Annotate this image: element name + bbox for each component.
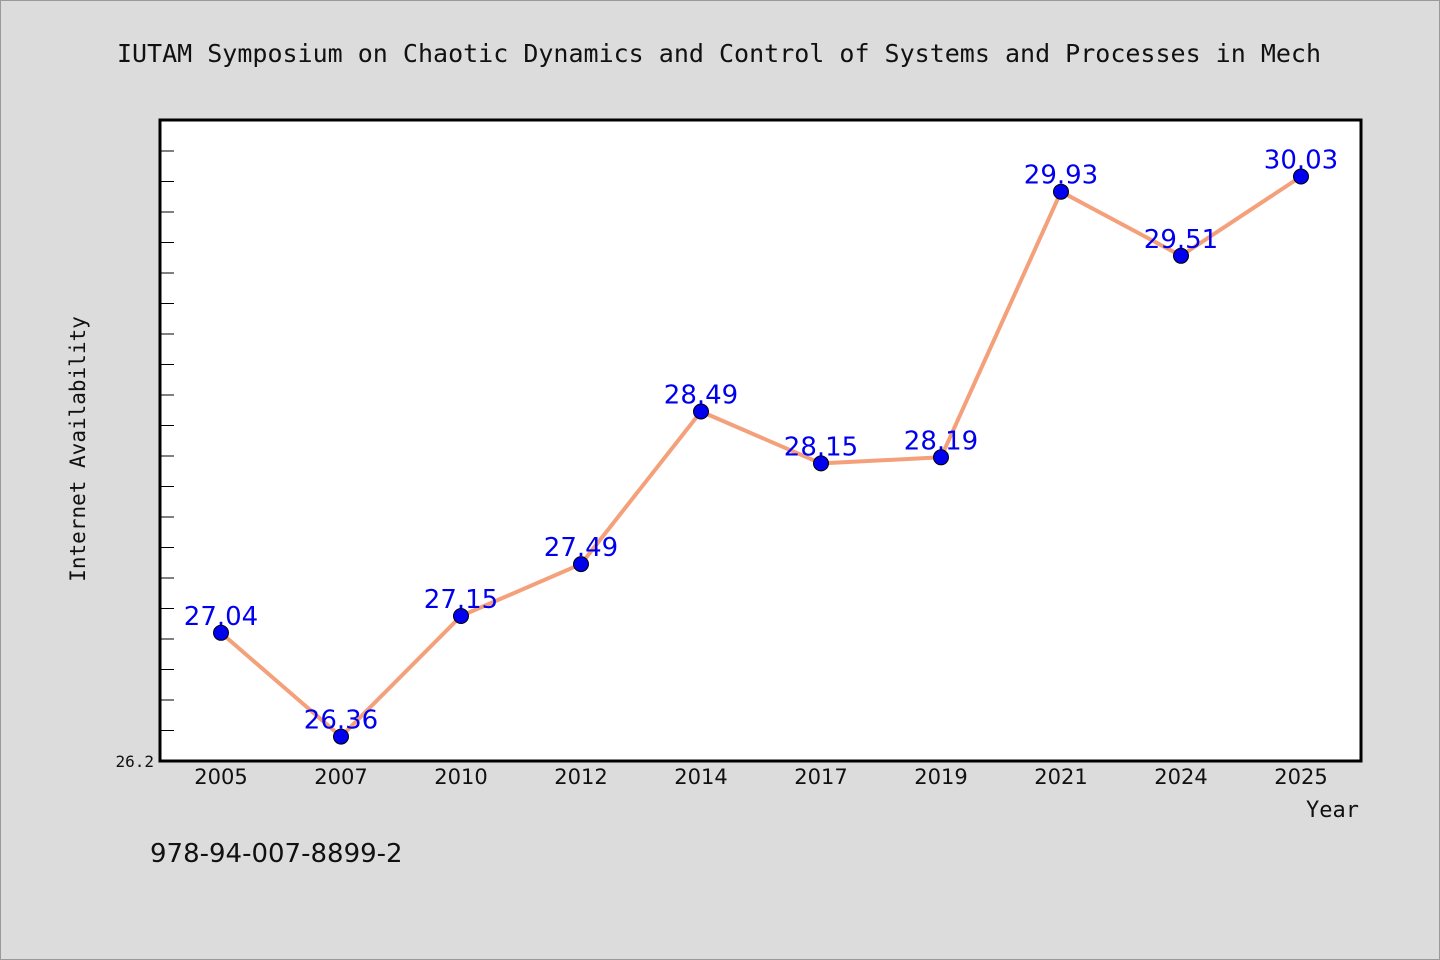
x-axis-label: Year bbox=[1306, 798, 1359, 823]
x-tick-label: 2024 bbox=[1154, 765, 1207, 789]
isbn-text: 978-94-007-8899-2 bbox=[150, 839, 403, 869]
data-point bbox=[1293, 168, 1309, 185]
data-label: 27.04 bbox=[184, 602, 258, 632]
data-label: 27.49 bbox=[544, 533, 618, 563]
plot-area bbox=[158, 118, 1363, 763]
x-tick-label: 2014 bbox=[674, 765, 727, 789]
x-tick-label: 2017 bbox=[794, 765, 847, 789]
data-label: 27.15 bbox=[424, 585, 498, 615]
x-tick-label: 2021 bbox=[1034, 765, 1087, 789]
data-point bbox=[1173, 247, 1189, 264]
x-tick-label: 2005 bbox=[194, 765, 247, 789]
y-axis-label: Internet Availability bbox=[66, 316, 90, 582]
x-tick-label: 2025 bbox=[1274, 765, 1327, 789]
series-markers bbox=[213, 168, 1309, 745]
x-tick-label: 2019 bbox=[914, 765, 967, 789]
data-point bbox=[933, 449, 949, 466]
data-label: 28.49 bbox=[664, 381, 738, 411]
data-point bbox=[213, 624, 229, 641]
data-point bbox=[1053, 183, 1069, 200]
y-axis-minor-ticks bbox=[160, 150, 174, 731]
data-label: 29.93 bbox=[1024, 161, 1098, 191]
data-point bbox=[333, 728, 349, 745]
data-point bbox=[693, 403, 709, 420]
data-labels: 27.04 26.36 27.15 27.49 28.49 28.15 28.19 29.93… bbox=[184, 146, 1338, 736]
x-tick-label: 2010 bbox=[434, 765, 487, 789]
data-point bbox=[453, 608, 469, 624]
data-label: 26.36 bbox=[304, 706, 378, 736]
chart-title: IUTAM Symposium on Chaotic Dynamics and … bbox=[117, 39, 1321, 68]
data-label: 29.51 bbox=[1144, 225, 1218, 255]
data-label: 28.19 bbox=[904, 426, 978, 456]
x-tick-label: 2012 bbox=[554, 765, 607, 789]
y-tick-label: 26.2 bbox=[115, 752, 154, 771]
data-label: 28.15 bbox=[784, 432, 858, 462]
x-tick-label: 2007 bbox=[314, 765, 367, 789]
series-line bbox=[219, 174, 1303, 739]
x-axis-tick-labels: 2005 2007 2010 2012 2014 2017 2019 2021 2024 2025 bbox=[194, 765, 1327, 789]
data-point bbox=[813, 455, 829, 472]
data-point bbox=[573, 556, 589, 573]
data-label: 30.03 bbox=[1264, 146, 1338, 176]
